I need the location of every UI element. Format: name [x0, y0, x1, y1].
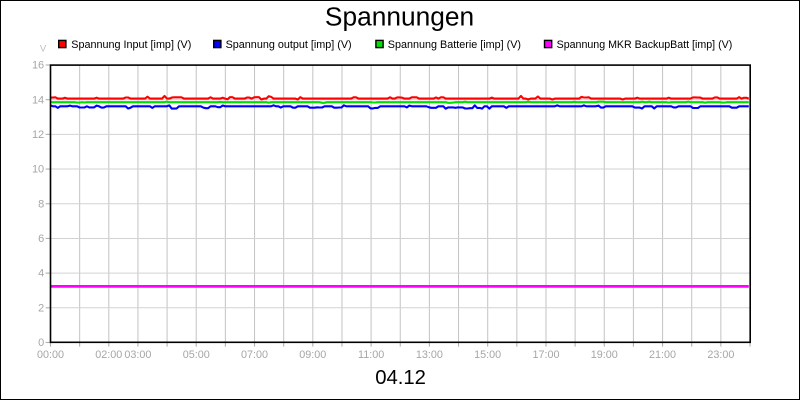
svg-text:Spannung MKR BackupBatt [imp]: Spannung MKR BackupBatt [imp] (V) [557, 39, 733, 51]
svg-text:Spannungen: Spannungen [325, 2, 474, 32]
svg-text:4: 4 [38, 268, 44, 280]
svg-text:Spannung Batterie [imp] (V): Spannung Batterie [imp] (V) [388, 39, 521, 51]
svg-text:03:00: 03:00 [124, 349, 151, 361]
svg-text:23:00: 23:00 [707, 349, 734, 361]
svg-text:07:00: 07:00 [241, 349, 268, 361]
svg-text:02:00: 02:00 [95, 349, 122, 361]
svg-text:15:00: 15:00 [474, 349, 501, 361]
svg-text:09:00: 09:00 [299, 349, 326, 361]
svg-text:10: 10 [32, 164, 44, 176]
svg-text:19:00: 19:00 [591, 349, 618, 361]
svg-text:16: 16 [32, 60, 44, 72]
svg-text:6: 6 [38, 233, 44, 245]
svg-text:0: 0 [38, 337, 44, 349]
svg-text:14: 14 [32, 94, 44, 106]
svg-text:21:00: 21:00 [649, 349, 676, 361]
svg-text:05:00: 05:00 [183, 349, 210, 361]
svg-text:00:00: 00:00 [37, 349, 64, 361]
svg-text:V: V [40, 44, 47, 55]
svg-text:8: 8 [38, 198, 44, 210]
svg-text:11:00: 11:00 [358, 349, 384, 361]
svg-text:Spannung output [imp] (V): Spannung output [imp] (V) [226, 39, 352, 51]
svg-text:13:00: 13:00 [416, 349, 443, 361]
svg-text:04.12: 04.12 [375, 367, 426, 389]
svg-text:2: 2 [38, 302, 44, 314]
svg-text:12: 12 [32, 129, 44, 141]
svg-text:17:00: 17:00 [532, 349, 559, 361]
svg-text:Spannung Input [imp] (V): Spannung Input [imp] (V) [71, 39, 191, 51]
